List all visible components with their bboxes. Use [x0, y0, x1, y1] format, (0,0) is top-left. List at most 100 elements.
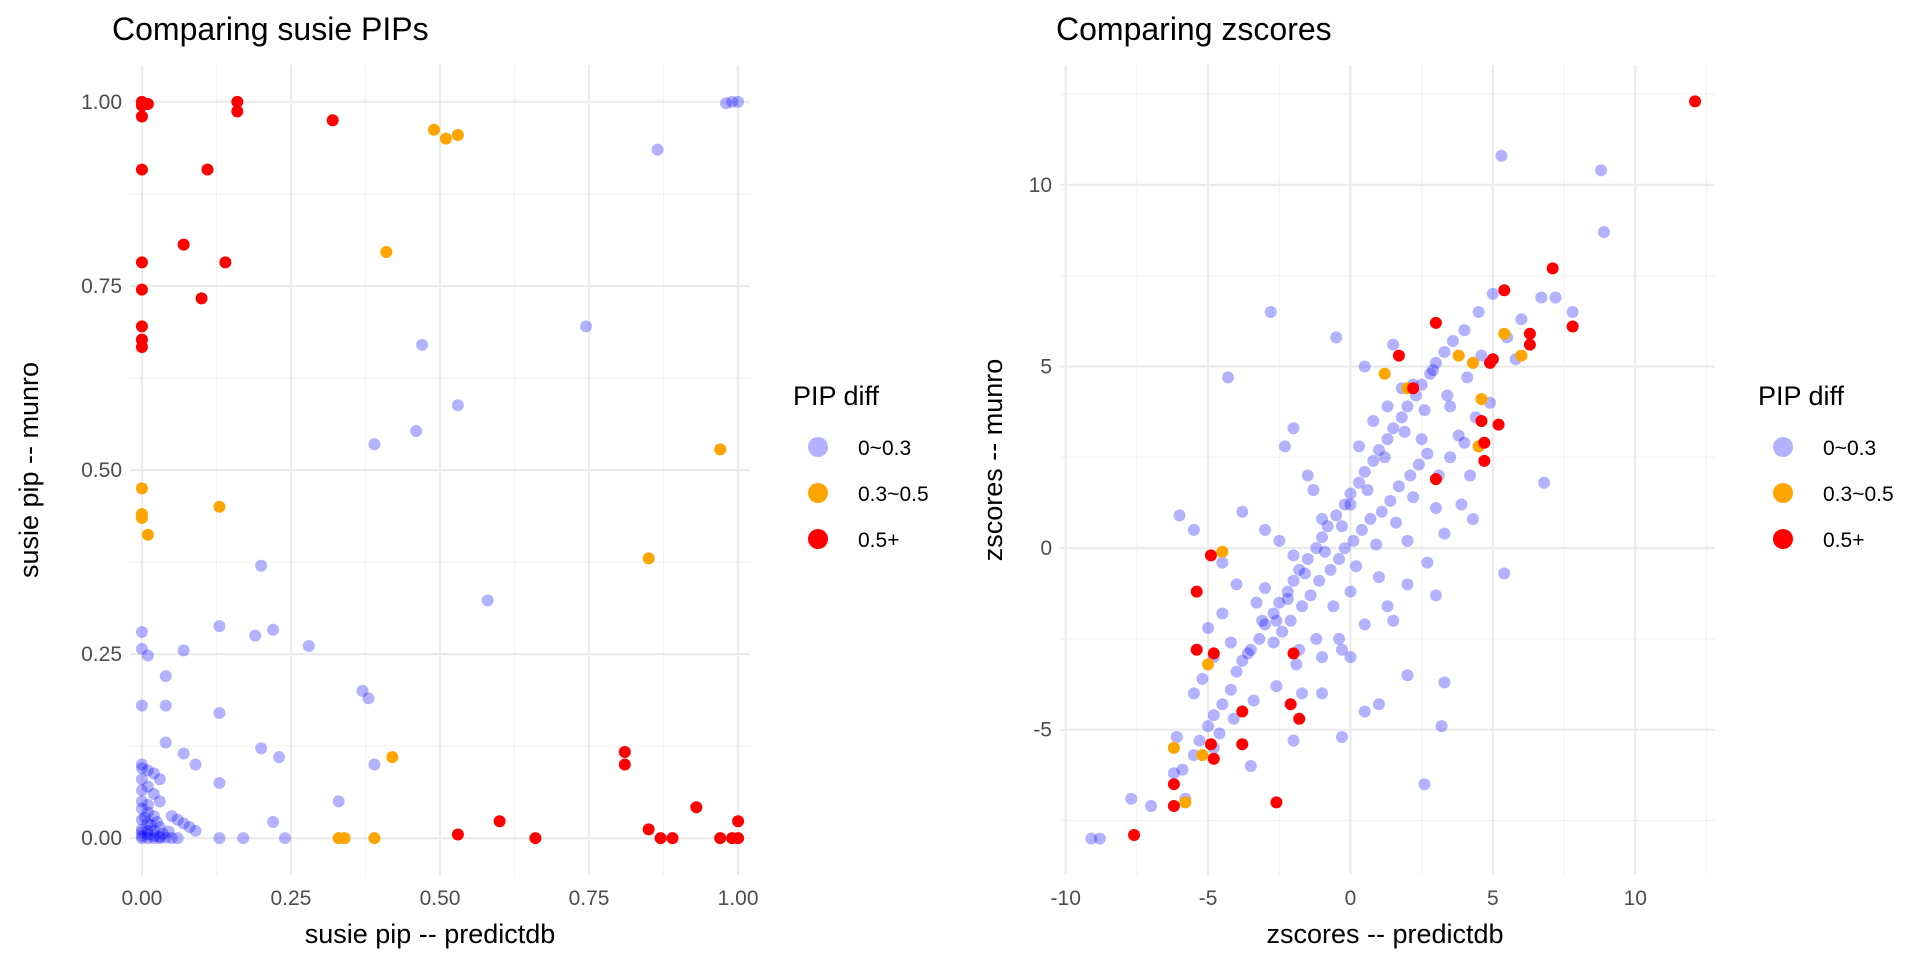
data-point-low: [1367, 414, 1380, 427]
data-point-low: [1358, 705, 1371, 718]
data-point-high: [1523, 327, 1536, 340]
data-point-high: [493, 815, 506, 828]
data-point-mid: [714, 443, 727, 456]
data-point-mid: [213, 500, 226, 513]
data-point-mid: [135, 482, 148, 495]
data-point-high: [135, 341, 148, 354]
x-tick-labels-susie-pips: 0.00 0.25 0.50 0.75 1.00: [121, 887, 758, 910]
data-point-high: [1287, 647, 1300, 660]
data-point-low: [177, 817, 190, 830]
data-point-low: [1216, 698, 1229, 711]
data-point-mid: [1202, 658, 1215, 671]
data-point-low: [1398, 425, 1411, 438]
data-point-low: [267, 815, 280, 828]
legend-key-low: [808, 437, 828, 457]
data-point-low: [1392, 480, 1405, 493]
data-point-low: [1244, 760, 1257, 773]
data-point-low: [135, 699, 148, 712]
data-point-low: [1085, 832, 1098, 845]
data-point-low: [141, 817, 154, 830]
data-point-high: [1498, 284, 1511, 297]
data-point-low: [1316, 687, 1328, 700]
y-tick-label: 0: [1040, 537, 1052, 560]
data-point-low: [362, 692, 375, 705]
data-point-high: [1689, 95, 1702, 108]
data-point-high: [1475, 414, 1488, 427]
legend-key-high: [808, 529, 828, 549]
data-point-low: [1224, 636, 1237, 649]
data-point-low: [368, 438, 381, 451]
data-point-low: [213, 832, 226, 845]
y-tick-label: 0.75: [81, 275, 122, 298]
data-point-low: [135, 762, 148, 775]
y-tick-label: 5: [1040, 355, 1052, 378]
data-point-low: [147, 788, 160, 800]
data-point-low: [147, 829, 160, 842]
data-point-low: [1401, 669, 1414, 682]
data-point-low: [1381, 600, 1394, 613]
data-point-mid: [1216, 545, 1229, 558]
legend-zscores: PIP diff 0~0.3 0.3~0.5 0.5+: [1758, 381, 1894, 552]
data-point-low: [1390, 516, 1403, 529]
x-tick-label: 0.50: [420, 887, 461, 910]
data-point-mid: [642, 552, 655, 565]
data-point-high: [1128, 829, 1141, 842]
data-point-low: [1407, 491, 1420, 504]
data-point-low: [1187, 523, 1200, 536]
data-point-low: [732, 95, 745, 108]
data-point-low: [189, 824, 202, 837]
data-point-low: [1404, 469, 1417, 482]
data-point-high: [1478, 454, 1491, 467]
data-point-low: [147, 832, 160, 845]
data-point-low: [1447, 335, 1459, 348]
y-tick-label: 0.00: [81, 827, 122, 850]
data-point-low: [135, 813, 148, 826]
data-point-low: [1230, 578, 1243, 591]
data-point-low: [141, 806, 154, 819]
data-point-low: [237, 832, 250, 845]
data-point-high: [1236, 738, 1249, 751]
data-point-low: [1267, 607, 1280, 620]
data-point-low: [141, 828, 154, 841]
data-point-low: [1350, 560, 1363, 573]
data-point-low: [1427, 364, 1440, 377]
data-point-low: [1276, 625, 1289, 638]
data-point-low: [1353, 476, 1366, 489]
legend-susie-pips: PIP diff 0~0.3 0.3~0.5 0.5+: [793, 381, 929, 552]
data-point-low: [1344, 487, 1357, 500]
data-point-low: [177, 747, 190, 760]
panel-susie-pips: 0.00 0.25 0.50 0.75 1.00 0.00 0.25 0.50 0.75 1.0…: [14, 11, 929, 949]
x-tick-label: 0: [1345, 887, 1357, 910]
y-axis-title-susie-pips: susie pip -- munro: [14, 362, 44, 578]
data-point-low: [141, 780, 154, 793]
data-point-low: [1486, 287, 1499, 300]
data-point-low: [1216, 556, 1229, 569]
data-point-low: [651, 143, 664, 156]
data-point-low: [1270, 614, 1283, 627]
data-point-low: [141, 649, 154, 662]
data-point-high: [732, 815, 745, 828]
data-point-low: [1236, 654, 1249, 667]
data-point-low: [1216, 607, 1229, 620]
data-point-low: [177, 644, 190, 657]
data-point-low: [1387, 422, 1400, 435]
data-point-low: [147, 824, 160, 837]
data-point-low: [1327, 600, 1340, 613]
data-point-high: [326, 114, 339, 127]
data-point-low: [1461, 371, 1474, 384]
data-point-mid: [1196, 749, 1209, 762]
data-point-high: [618, 758, 631, 771]
data-point-low: [356, 684, 369, 697]
data-point-low: [141, 824, 154, 837]
data-point-high: [1486, 353, 1499, 366]
data-point-low: [1444, 400, 1457, 413]
data-point-low: [1364, 513, 1377, 526]
data-point-low: [1381, 400, 1394, 413]
data-point-low: [1301, 552, 1314, 565]
data-point-low: [1370, 538, 1383, 551]
data-point-low: [159, 670, 172, 683]
data-point-mid: [1466, 356, 1479, 369]
data-point-low: [1316, 651, 1328, 664]
legend-title-susie-pips: PIP diff: [793, 381, 880, 411]
data-point-low: [1429, 356, 1442, 369]
